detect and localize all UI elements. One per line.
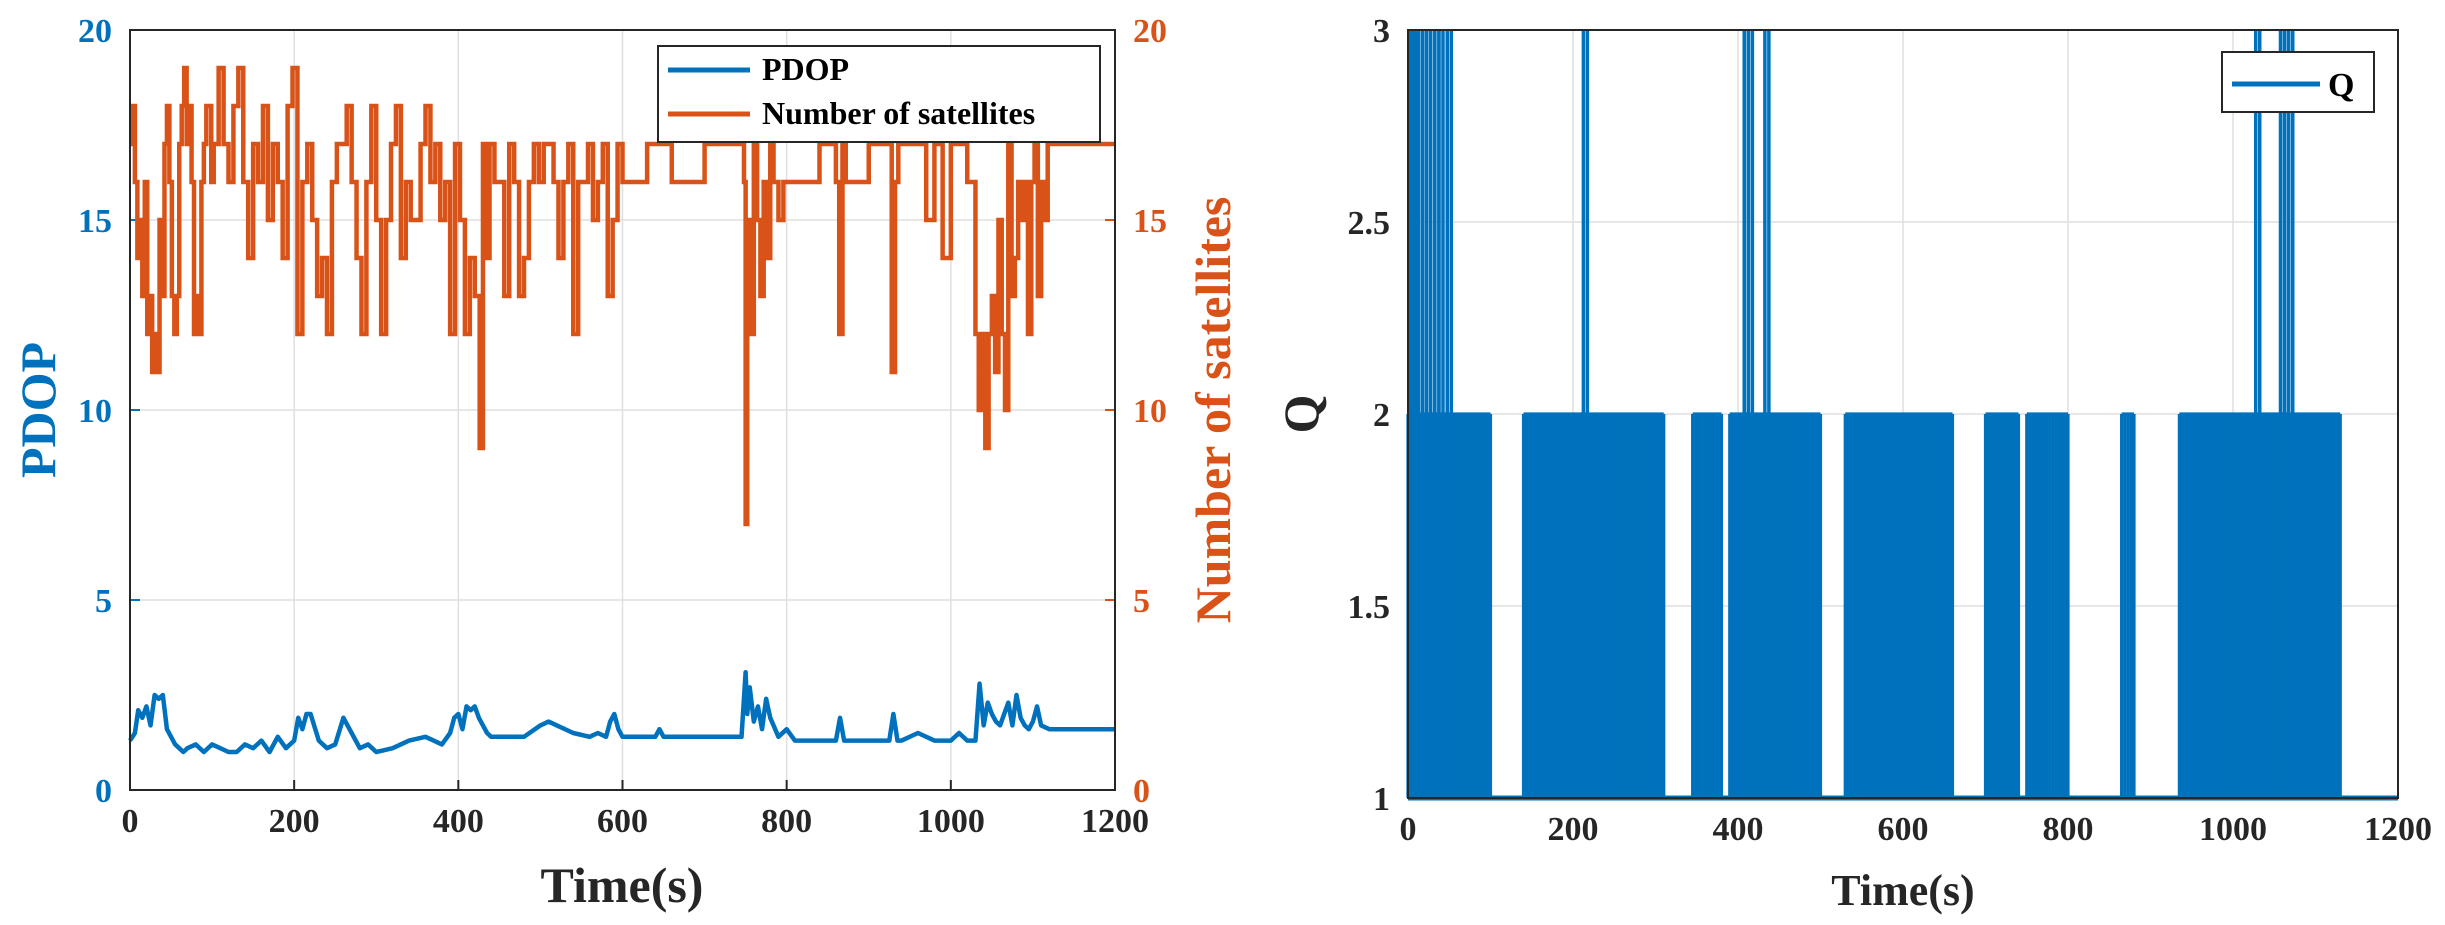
right-x-tick-label: 200 xyxy=(1548,811,1599,848)
right-series-layer xyxy=(1406,30,2398,801)
left-y-tick-label: 10 xyxy=(78,393,112,430)
right-x-tick-label: 1200 xyxy=(2364,811,2432,848)
series-q-segment xyxy=(2025,412,2070,798)
legend-label-q: Q xyxy=(2328,67,2354,104)
left-legend: PDOP Number of satellites xyxy=(657,45,1101,143)
right-x-axis-label: Time(s) xyxy=(1831,866,1974,915)
right-y-tick-labels: 1 1.5 2 2.5 3 xyxy=(1348,13,1391,818)
left-x-tick-label: 200 xyxy=(269,803,320,840)
series-q-segment xyxy=(1521,412,1666,798)
left-x-tick-label: 1000 xyxy=(917,803,985,840)
left-y2-axis-label: Number of satellites xyxy=(1185,197,1241,624)
left-axes-box xyxy=(129,29,1116,791)
right-x-tick-label: 800 xyxy=(2043,811,2094,848)
legend-label-pdop: PDOP xyxy=(762,51,849,87)
left-y-tick-label: 0 xyxy=(95,773,112,810)
right-x-tick-label: 400 xyxy=(1713,811,1764,848)
series-q-segment xyxy=(2177,412,2342,798)
left-y2-tick-label: 15 xyxy=(1133,203,1167,240)
right-x-tick-label: 1000 xyxy=(2199,811,2267,848)
left-x-tick-label: 800 xyxy=(761,803,812,840)
left-x-tick-labels: 0 200 400 600 800 1000 1200 xyxy=(122,803,1150,840)
right-axes-box xyxy=(1407,29,2399,799)
right-y-tick-label: 1.5 xyxy=(1348,589,1391,626)
right-x-tick-labels: 0 200 400 600 800 1000 1200 xyxy=(1400,811,2433,848)
series-q-segment xyxy=(1691,412,1724,798)
right-y-axis-label: Q xyxy=(1273,395,1329,434)
series-q-segment xyxy=(1728,412,1823,798)
series-line-pdop xyxy=(128,669,1115,755)
chart-right: 0 200 400 600 800 1000 1200 11.522.53 Time(s) … xyxy=(1273,13,2432,915)
left-x-tick-label: 400 xyxy=(433,803,484,840)
right-y-tick-label: 1 xyxy=(1373,781,1390,818)
right-legend: Q xyxy=(2221,51,2375,113)
series-q-segment xyxy=(1406,412,1493,798)
series-line-satellites xyxy=(130,65,1115,527)
left-y2-tick-labels: 0 5 10 15 20 xyxy=(1133,13,1167,810)
left-series-layer xyxy=(128,65,1115,755)
left-y-tick-label: 15 xyxy=(78,203,112,240)
left-y-tick-labels: 0 5 10 15 20 xyxy=(78,13,112,810)
series-q-segment xyxy=(2120,412,2136,798)
left-y2-tick-label: 0 xyxy=(1133,773,1150,810)
right-y-tick-label: 2 xyxy=(1373,397,1390,434)
left-x-tick-label: 0 xyxy=(122,803,139,840)
left-y-axis-label: PDOP xyxy=(10,342,66,478)
left-y2-tick-label: 5 xyxy=(1133,583,1150,620)
right-x-tick-label: 600 xyxy=(1878,811,1929,848)
left-x-tick-label: 600 xyxy=(597,803,648,840)
series-q-segment xyxy=(1843,412,1955,798)
left-legend-box xyxy=(657,45,1101,143)
right-y-tick-label: 3 xyxy=(1373,13,1390,50)
left-y2-tick-label: 10 xyxy=(1133,393,1167,430)
legend-label-satellites: Number of satellites xyxy=(762,95,1035,131)
left-x-axis-label: Time(s) xyxy=(541,857,704,913)
left-y-tick-label: 20 xyxy=(78,13,112,50)
left-y-tick-label: 5 xyxy=(95,583,112,620)
left-y2-tick-label: 20 xyxy=(1133,13,1167,50)
right-y-tick-label: 2.5 xyxy=(1348,205,1391,242)
right-x-tick-label: 0 xyxy=(1400,811,1417,848)
series-q-segment xyxy=(1983,412,2021,798)
left-x-tick-label: 1200 xyxy=(1081,803,1149,840)
